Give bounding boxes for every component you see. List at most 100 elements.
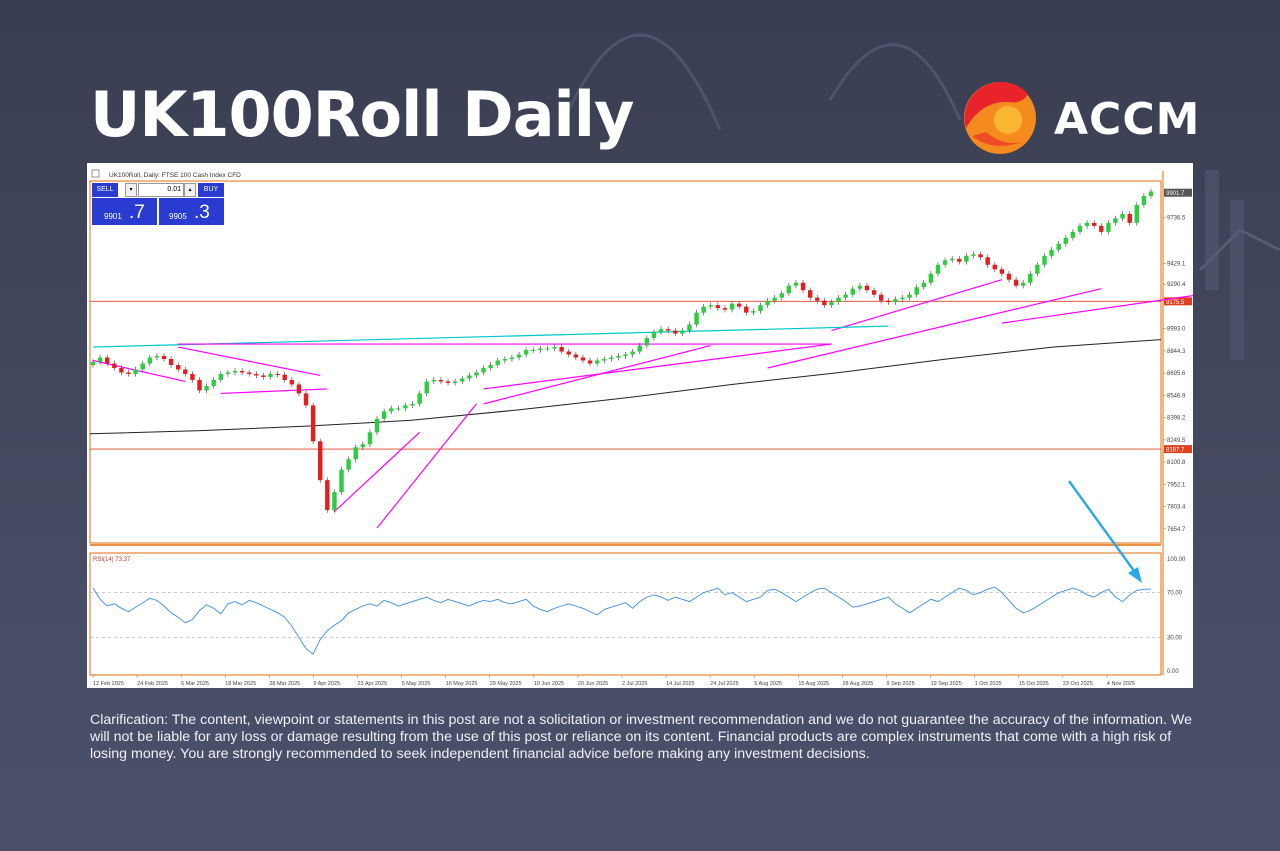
candle-body	[964, 255, 969, 262]
candle-body	[1127, 213, 1132, 223]
lot-up-icon[interactable]: ▴	[184, 183, 196, 197]
candle-body	[1148, 191, 1154, 196]
x-tick-label: 5 Aug 2025	[754, 681, 782, 687]
chart-window-icon	[91, 169, 100, 178]
candle-body	[765, 300, 770, 306]
candle-body	[786, 285, 792, 294]
price-tick-label: 8546.9	[1167, 393, 1186, 399]
candle-body	[871, 290, 877, 295]
x-tick-label: 15 Oct 2025	[1019, 681, 1049, 687]
x-tick-label: 16 May 2025	[446, 681, 478, 687]
one-click-trade-panel: SELL ▾ 0.01 ▴ BUY 9901 .7 9905 .3	[92, 183, 224, 225]
candle-body	[978, 254, 983, 258]
price-tick-label: 9429.1	[1167, 261, 1186, 267]
sell-button[interactable]: SELL	[92, 183, 118, 197]
candle-body	[566, 351, 571, 355]
candle-body	[460, 378, 465, 382]
candle-body	[97, 357, 103, 362]
candle-body	[729, 303, 735, 310]
candle-body	[630, 351, 635, 355]
rsi-tick-label: 0.00	[1167, 669, 1179, 675]
candle-body	[708, 305, 713, 307]
trend-line	[92, 359, 186, 383]
candle-body	[573, 354, 579, 358]
candle-body	[985, 257, 990, 265]
sell-price-prefix: 9901	[104, 212, 122, 221]
level-price-tag	[1164, 297, 1192, 306]
candle-body	[637, 345, 642, 352]
candle-body	[154, 356, 160, 358]
lot-down-icon[interactable]: ▾	[125, 183, 137, 197]
sell-price-suffix: .7	[129, 202, 145, 223]
candle-body	[687, 324, 692, 331]
candle-body	[225, 372, 231, 374]
candle-body	[105, 357, 110, 364]
candle-body	[701, 306, 706, 313]
candle-body	[999, 269, 1005, 274]
candle-body	[374, 418, 380, 433]
brand-logo: ACCM	[962, 80, 1202, 156]
candle-body	[1063, 237, 1068, 244]
rsi-line	[92, 586, 1151, 655]
current-price-tag	[1164, 188, 1192, 197]
trend-line	[767, 288, 1102, 369]
buy-price-prefix: 9905	[169, 212, 187, 221]
candle-body	[438, 379, 444, 382]
x-tick-label: 9 Apr 2025	[313, 681, 340, 687]
candle-body	[651, 332, 657, 339]
candle-body	[893, 299, 898, 303]
price-tick-label: 7654.7	[1167, 527, 1186, 533]
x-tick-label: 20 Jun 2025	[578, 681, 608, 687]
candle-body	[474, 372, 479, 376]
price-tick-label: 8844.3	[1167, 349, 1186, 355]
candle-body	[381, 411, 387, 419]
candle-body	[254, 373, 259, 376]
candle-body	[360, 444, 366, 448]
candle-body	[183, 369, 188, 374]
level-price-label: 9175.5	[1166, 300, 1185, 306]
x-tick-label: 29 May 2025	[490, 681, 522, 687]
x-tick-label: 28 Aug 2025	[842, 681, 873, 687]
candle-body	[339, 469, 344, 493]
candle-body	[758, 305, 763, 312]
candle-body	[971, 254, 976, 256]
buy-price-button[interactable]: 9905 .3	[159, 198, 224, 225]
candle-body	[644, 338, 650, 346]
buy-button[interactable]: BUY	[198, 183, 224, 197]
candle-body	[1070, 231, 1076, 238]
lot-size-input[interactable]: 0.01	[138, 183, 184, 197]
candle-body	[744, 306, 749, 313]
candle-body	[275, 373, 280, 375]
candle-body	[1084, 222, 1090, 226]
price-chart[interactable]: UK100Roll, Daily: FTSE 100 Cash Index CF…	[87, 163, 1280, 688]
candle-body	[545, 348, 550, 350]
candle-body	[488, 364, 493, 368]
candle-body	[147, 357, 153, 364]
sell-price-button[interactable]: 9901 .7	[92, 198, 157, 225]
candle-body	[793, 282, 799, 286]
candle-body	[1120, 213, 1125, 219]
trend-line	[220, 388, 328, 395]
candle-body	[680, 330, 685, 334]
candle-body	[310, 405, 316, 442]
chart-symbol-header: UK100Roll, Daily: FTSE 100 Cash Index CF…	[109, 172, 241, 179]
x-tick-label: 2 Jul 2025	[622, 681, 647, 687]
candle-body	[367, 432, 373, 445]
candle-body	[658, 329, 664, 333]
x-tick-label: 6 Mar 2025	[181, 681, 209, 687]
candle-body	[886, 300, 891, 303]
candle-body	[218, 373, 224, 380]
candle-body	[715, 305, 721, 309]
x-tick-label: 14 Jul 2025	[666, 681, 694, 687]
rsi-tick-label: 30.00	[1167, 635, 1183, 641]
candle-body	[197, 379, 202, 391]
candle-body	[609, 357, 614, 360]
candle-body	[815, 297, 820, 301]
price-tick-label: 7952.1	[1167, 482, 1186, 488]
x-tick-label: 18 Mar 2025	[225, 681, 256, 687]
trend-line	[831, 279, 1003, 332]
candle-body	[850, 288, 855, 295]
candle-body	[516, 354, 522, 358]
x-tick-label: 9 Sep 2025	[887, 681, 915, 687]
candle-body	[1013, 279, 1019, 286]
